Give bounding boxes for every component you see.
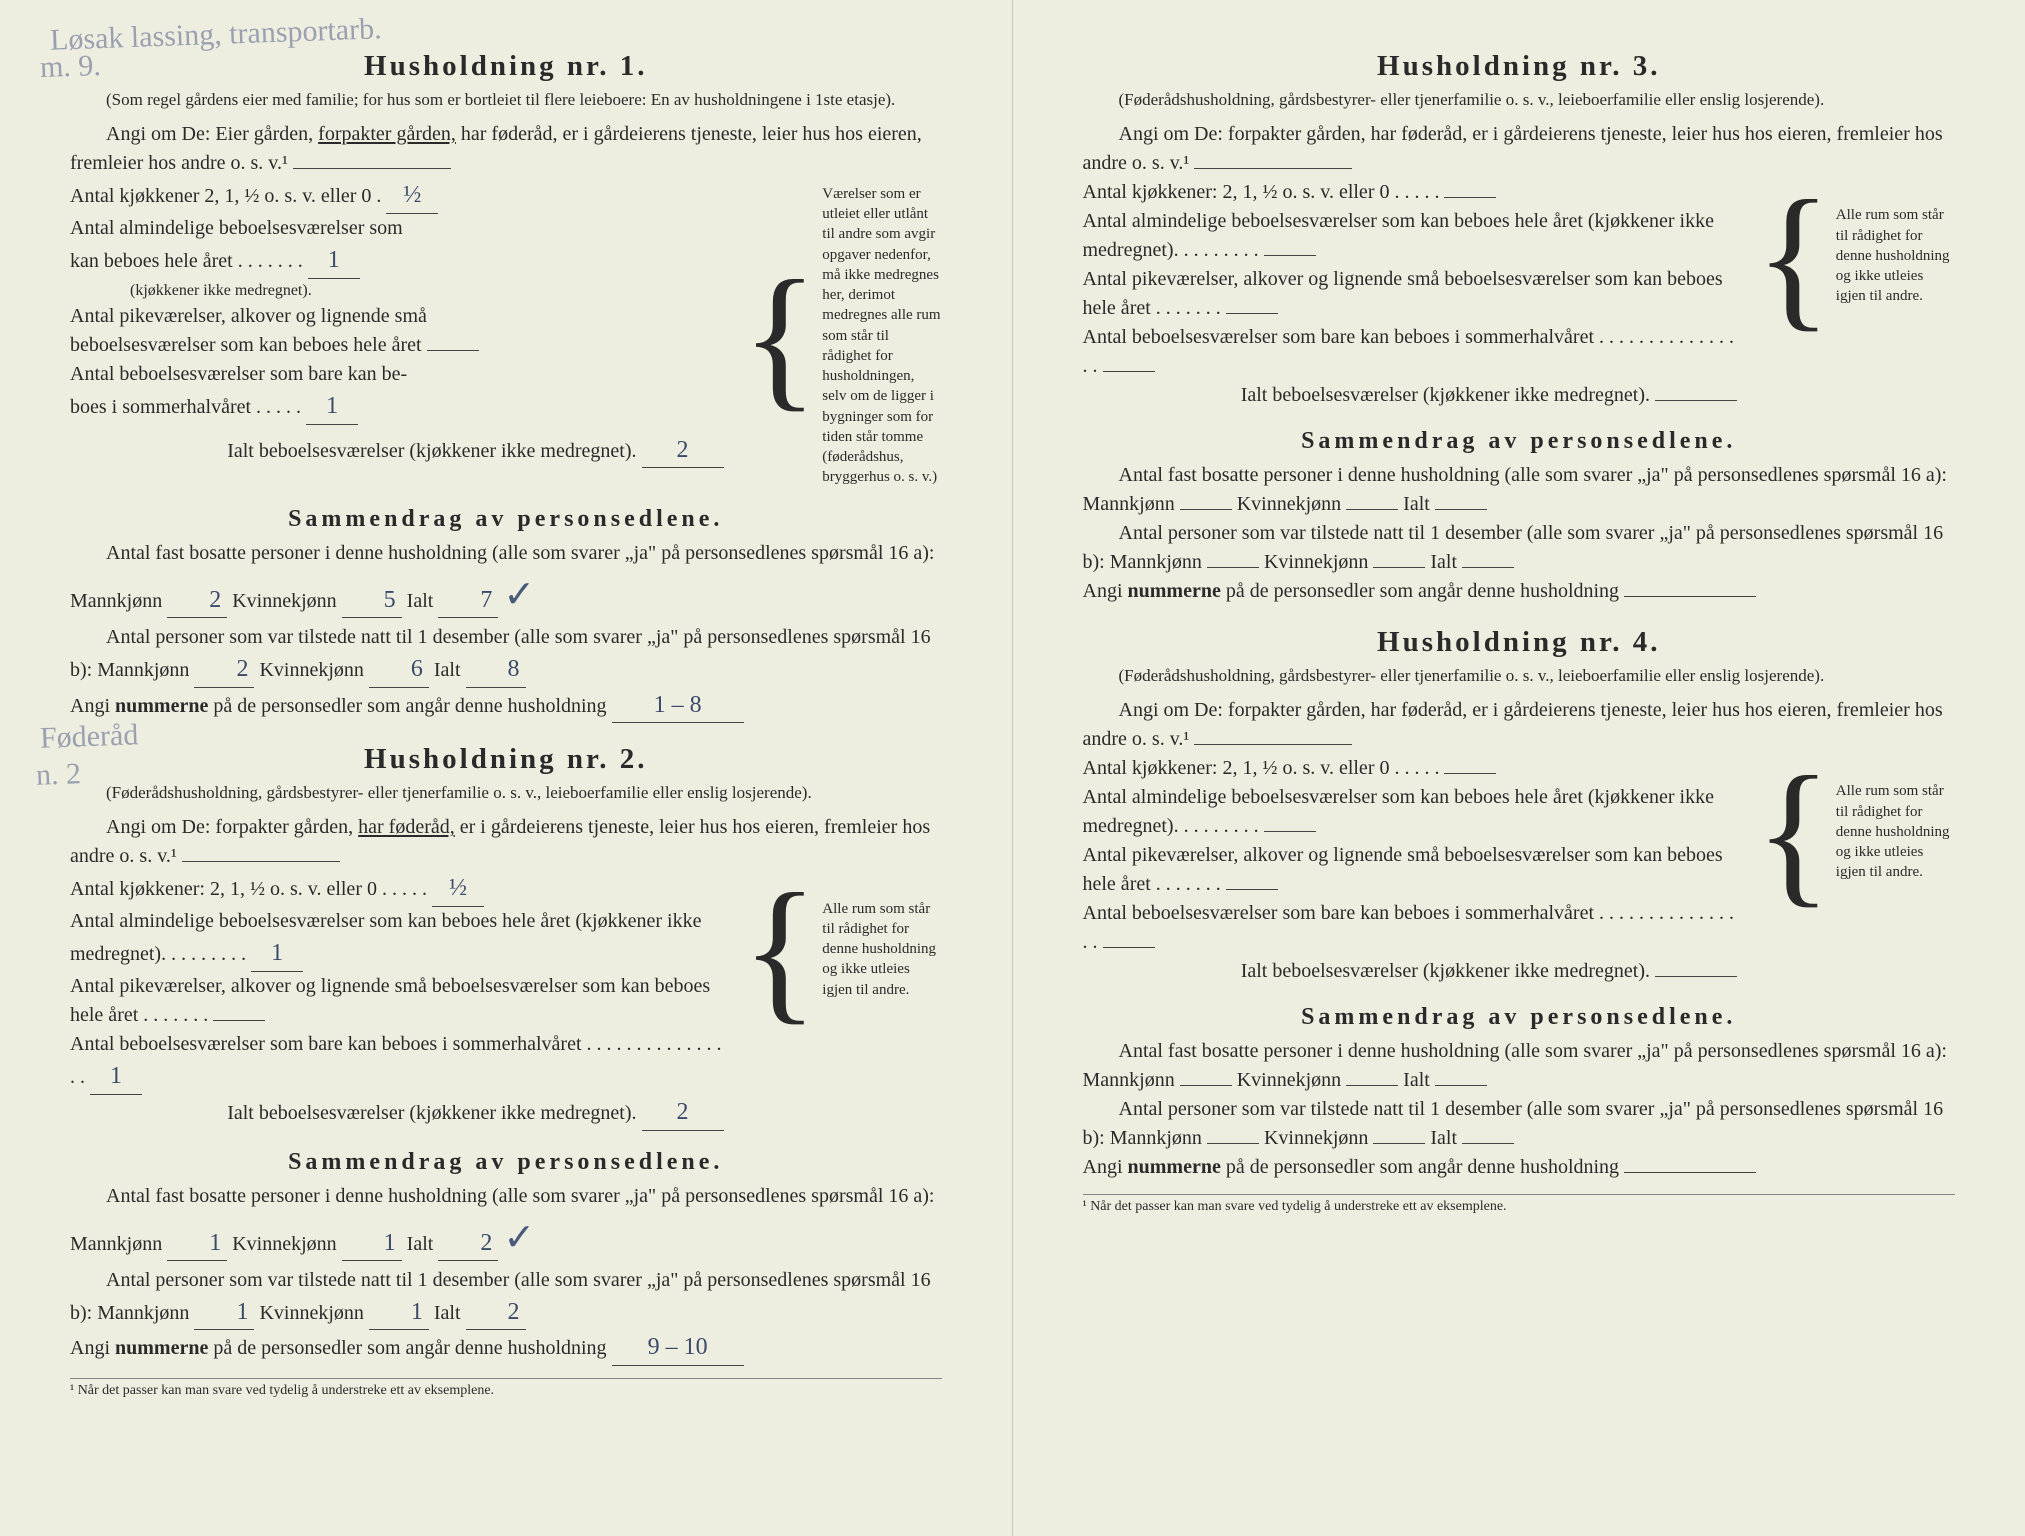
- hh2-pike: Antal pikeværelser, alkover og lignende …: [70, 972, 724, 1030]
- hh3-side: { Alle rum som står til rådighet for den…: [1755, 178, 1955, 328]
- hh1-som2: boes i sommerhalvåret . . . . . 1: [70, 389, 724, 425]
- hh1-alm-val: 1: [308, 243, 360, 279]
- hh3-til: Antal personer som var tilstede natt til…: [1083, 519, 1956, 577]
- hh4-alm: Antal almindelige beboelsesværelser som …: [1083, 783, 1738, 841]
- hh4-ialt: Ialt beboelsesværelser (kjøkkener ikke m…: [1083, 957, 1738, 986]
- hh1-kjok-val: ½: [386, 178, 438, 214]
- hh1-pike1: Antal pikeværelser, alkover og lignende …: [70, 302, 724, 331]
- hh1-num: Angi nummerne på de personsedler som ang…: [70, 688, 942, 724]
- hh1-subtitle: (Som regel gårdens eier med familie; for…: [70, 89, 942, 112]
- hh1-angi-blank: [293, 168, 451, 169]
- hh1-angi: Angi om De: Eier gården, forpakter gårde…: [70, 120, 942, 178]
- hh1-angi-pre: Angi om De: Eier gården,: [106, 123, 318, 145]
- left-page: Løsak lassing, transportarb. m. 9. Husho…: [0, 0, 1013, 1536]
- hh1-alm-note: (kjøkkener ikke medregnet).: [130, 279, 724, 302]
- household-3: Husholdning nr. 3. (Føderådshusholdning,…: [1083, 50, 1956, 606]
- footnote-right: ¹ Når det passer kan man svare ved tydel…: [1083, 1194, 1956, 1215]
- hh1-title: Husholdning nr. 1.: [70, 50, 942, 83]
- hh4-rooms-row: Antal kjøkkener: 2, 1, ½ o. s. v. eller …: [1083, 754, 1956, 986]
- hh3-title: Husholdning nr. 3.: [1083, 50, 1956, 83]
- hh4-title: Husholdning nr. 4.: [1083, 626, 1956, 659]
- checkmark-icon: ✓: [503, 574, 535, 616]
- hh2-ialt: Ialt beboelsesværelser (kjøkkener ikke m…: [70, 1095, 724, 1131]
- footnote-left: ¹ Når det passer kan man svare ved tydel…: [70, 1378, 942, 1399]
- hh1-ialt: Ialt beboelsesværelser (kjøkkener ikke m…: [70, 433, 724, 469]
- hh1-fast-i: 7: [438, 583, 498, 619]
- hh1-fast-k: 5: [342, 583, 402, 619]
- hh4-kjok: Antal kjøkkener: 2, 1, ½ o. s. v. eller …: [1083, 754, 1738, 783]
- hh2-title: Husholdning nr. 2.: [70, 743, 942, 776]
- hh4-pike: Antal pikeværelser, alkover og lignende …: [1083, 841, 1738, 899]
- hh3-subtitle: (Føderådshusholdning, gårdsbestyrer- ell…: [1083, 89, 1956, 112]
- hh4-num: Angi nummerne på de personsedler som ang…: [1083, 1153, 1956, 1182]
- hh2-subtitle: (Føderådshusholdning, gårdsbestyrer- ell…: [70, 782, 942, 805]
- hh4-samm-title: Sammendrag av personsedlene.: [1083, 1004, 1956, 1031]
- hh3-ialt: Ialt beboelsesværelser (kjøkkener ikke m…: [1083, 381, 1738, 410]
- hh2-samm-title: Sammendrag av personsedlene.: [70, 1149, 942, 1176]
- hh2-rooms-main: Antal kjøkkener: 2, 1, ½ o. s. v. eller …: [70, 871, 724, 1130]
- brace-icon: {: [1755, 760, 1832, 904]
- brace-icon: {: [742, 264, 819, 408]
- hh1-til-i: 8: [466, 652, 526, 688]
- right-page: Husholdning nr. 3. (Føderådshusholdning,…: [1013, 0, 2025, 1536]
- hh1-fast: Antal fast bosatte personer i denne hush…: [70, 539, 942, 623]
- hh1-num-val: 1 – 8: [612, 688, 744, 724]
- hh1-til-m: 2: [194, 652, 254, 688]
- hh3-alm: Antal almindelige beboelsesværelser som …: [1083, 207, 1738, 265]
- hh3-samm-title: Sammendrag av personsedlene.: [1083, 428, 1956, 455]
- brace-icon: {: [1755, 184, 1832, 328]
- checkmark-icon: ✓: [503, 1217, 535, 1259]
- document-scan: Løsak lassing, transportarb. m. 9. Husho…: [0, 0, 2025, 1536]
- hh2-til: Antal personer som var tilstede natt til…: [70, 1266, 942, 1331]
- hh3-rooms-row: Antal kjøkkener: 2, 1, ½ o. s. v. eller …: [1083, 178, 1956, 410]
- hh1-rooms-row: Antal kjøkkener 2, 1, ½ o. s. v. eller 0…: [70, 178, 942, 488]
- hh4-side: { Alle rum som står til rådighet for den…: [1755, 754, 1955, 904]
- hh4-subtitle: (Føderådshusholdning, gårdsbestyrer- ell…: [1083, 665, 1956, 688]
- hh1-til-k: 6: [369, 652, 429, 688]
- hh1-side: { Værelser som er utleiet eller utlånt t…: [742, 178, 942, 488]
- hh3-som: Antal beboelsesværelser som bare kan beb…: [1083, 323, 1738, 381]
- hh3-kjok: Antal kjøkkener: 2, 1, ½ o. s. v. eller …: [1083, 178, 1738, 207]
- household-1: Husholdning nr. 1. (Som regel gårdens ei…: [70, 50, 942, 723]
- hh1-pike2: beboelsesværelser som kan beboes hele år…: [70, 331, 724, 360]
- pencil-note-4: n. 2: [35, 757, 81, 793]
- hh4-til: Antal personer som var tilstede natt til…: [1083, 1095, 1956, 1153]
- hh3-pike: Antal pikeværelser, alkover og lignende …: [1083, 265, 1738, 323]
- household-4: Husholdning nr. 4. (Føderådshusholdning,…: [1083, 626, 1956, 1215]
- pencil-note-3: Føderåd: [39, 718, 138, 755]
- hh1-som-val: 1: [306, 389, 358, 425]
- hh1-kjok: Antal kjøkkener 2, 1, ½ o. s. v. eller 0…: [70, 178, 724, 214]
- hh1-til: Antal personer som var tilstede natt til…: [70, 623, 942, 688]
- hh1-alm2: kan beboes hele året . . . . . . . 1: [70, 243, 724, 279]
- hh3-rooms-main: Antal kjøkkener: 2, 1, ½ o. s. v. eller …: [1083, 178, 1738, 410]
- hh1-fast-m: 2: [167, 583, 227, 619]
- hh2-som: Antal beboelsesværelser som bare kan beb…: [70, 1030, 724, 1095]
- household-2: Husholdning nr. 2. (Føderådshusholdning,…: [70, 743, 942, 1399]
- hh2-kjok: Antal kjøkkener: 2, 1, ½ o. s. v. eller …: [70, 871, 724, 907]
- brace-icon: {: [742, 877, 819, 1021]
- hh3-num: Angi nummerne på de personsedler som ang…: [1083, 577, 1956, 606]
- hh2-rooms-row: Antal kjøkkener: 2, 1, ½ o. s. v. eller …: [70, 871, 942, 1130]
- hh4-som: Antal beboelsesværelser som bare kan beb…: [1083, 899, 1738, 957]
- hh4-rooms-main: Antal kjøkkener: 2, 1, ½ o. s. v. eller …: [1083, 754, 1738, 986]
- hh2-alm: Antal almindelige beboelsesværelser som …: [70, 907, 724, 972]
- hh2-num: Angi nummerne på de personsedler som ang…: [70, 1330, 942, 1366]
- hh2-side: { Alle rum som står til rådighet for den…: [742, 871, 942, 1021]
- hh3-fast: Antal fast bosatte personer i denne hush…: [1083, 461, 1956, 519]
- hh1-pike-val: [427, 350, 479, 351]
- hh1-angi-under: forpakter gården,: [318, 123, 456, 145]
- hh1-alm1: Antal almindelige beboelsesværelser som: [70, 214, 724, 243]
- hh1-ialt-val: 2: [642, 433, 724, 469]
- hh4-fast: Antal fast bosatte personer i denne hush…: [1083, 1037, 1956, 1095]
- pencil-note-2: m. 9.: [39, 49, 101, 85]
- hh1-som1: Antal beboelsesværelser som bare kan be-: [70, 360, 724, 389]
- hh1-samm-title: Sammendrag av personsedlene.: [70, 506, 942, 533]
- hh2-fast: Antal fast bosatte personer i denne hush…: [70, 1182, 942, 1266]
- hh1-side-text: Værelser som er utleiet eller utlånt til…: [822, 184, 941, 488]
- hh1-rooms-main: Antal kjøkkener 2, 1, ½ o. s. v. eller 0…: [70, 178, 724, 468]
